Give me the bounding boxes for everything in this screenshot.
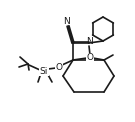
Text: N: N (63, 17, 69, 26)
Text: N: N (86, 37, 93, 46)
Text: O: O (55, 62, 63, 71)
Text: O: O (87, 54, 94, 62)
Text: Si: Si (40, 66, 48, 76)
